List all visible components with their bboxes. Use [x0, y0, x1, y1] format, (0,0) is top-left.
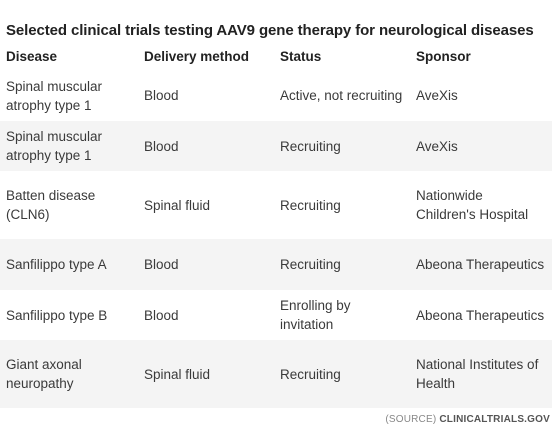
cell-sponsor: AveXis — [416, 88, 458, 103]
table-row: Spinal muscular atrophy type 1 Blood Act… — [0, 70, 552, 121]
cell-sponsor: AveXis — [410, 121, 552, 171]
table-row: Giant axonal neuropathy Spinal fluid Rec… — [0, 340, 552, 408]
source-credit: (SOURCE) CLINICALTRIALS.GOV — [385, 414, 550, 425]
column-header-delivery-method: Delivery method — [144, 49, 250, 64]
cell-delivery-method: Spinal fluid — [144, 197, 211, 213]
cell-sponsor: Abeona Therapeutics — [416, 307, 545, 323]
trials-table: Disease Delivery method Status Sponsor S… — [0, 44, 552, 408]
cell-delivery-method: Blood — [144, 307, 179, 323]
cell-status: Enrolling by invitation — [280, 298, 351, 332]
cell-delivery-method: Spinal fluid — [138, 340, 274, 408]
cell-delivery-method: Blood — [138, 121, 274, 171]
cell-status: Recruiting — [280, 197, 341, 213]
source-prefix: (SOURCE) — [385, 414, 437, 425]
cell-disease: Sanfilippo type A — [0, 239, 138, 290]
cell-delivery-method: Blood — [138, 239, 274, 290]
cell-sponsor: Nationwide Children's Hospital — [416, 188, 529, 222]
table-row: Sanfilippo type B Blood Enrolling by inv… — [0, 290, 552, 340]
table-row: Sanfilippo type A Blood Recruiting Abeon… — [0, 239, 552, 290]
cell-sponsor: National Institutes of Health — [410, 340, 552, 408]
source-name: CLINICALTRIALS.GOV — [439, 414, 550, 425]
cell-disease: Spinal muscular atrophy type 1 — [0, 121, 138, 171]
column-header-sponsor: Sponsor — [416, 49, 471, 64]
cell-status: Recruiting — [274, 121, 410, 171]
table-row: Batten disease (CLN6) Spinal fluid Recru… — [0, 171, 552, 239]
table-row: Spinal muscular atrophy type 1 Blood Rec… — [0, 121, 552, 171]
cell-disease: Spinal muscular atrophy type 1 — [6, 78, 103, 113]
cell-status: Recruiting — [274, 239, 410, 290]
cell-sponsor: Abeona Therapeutics — [410, 239, 552, 290]
cell-delivery-method: Blood — [144, 88, 179, 103]
cell-disease: Sanfilippo type B — [6, 307, 108, 323]
header-row: Disease Delivery method Status Sponsor — [0, 44, 552, 70]
cell-status: Recruiting — [274, 340, 410, 408]
column-header-status: Status — [280, 49, 322, 64]
cell-disease: Batten disease (CLN6) — [6, 188, 96, 222]
cell-disease: Giant axonal neuropathy — [0, 340, 138, 408]
table-title: Selected clinical trials testing AAV9 ge… — [6, 22, 534, 39]
column-header-disease: Disease — [6, 49, 58, 64]
cell-status: Active, not recruiting — [280, 88, 403, 103]
